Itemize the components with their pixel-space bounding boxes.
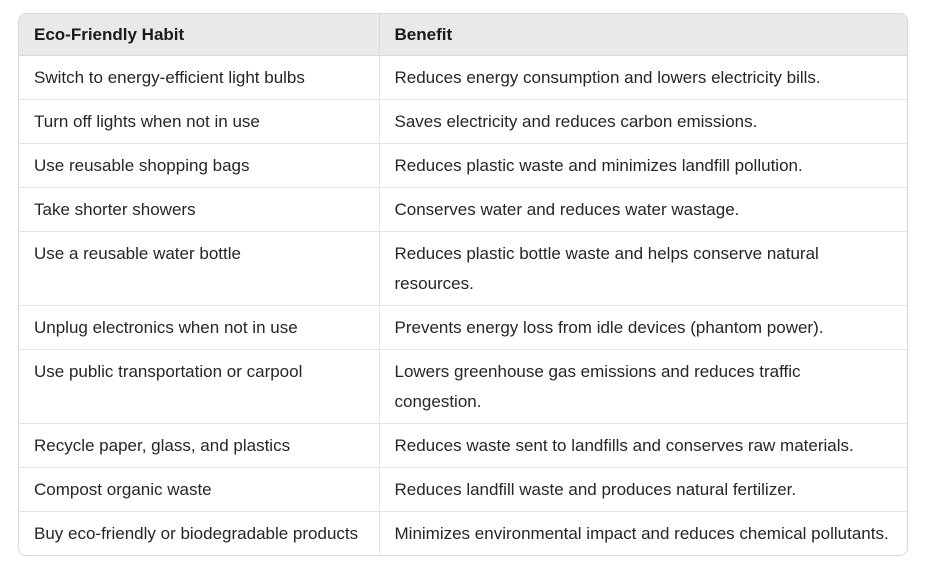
column-header-benefit: Benefit <box>378 14 907 56</box>
benefit-cell: Lowers greenhouse gas emissions and redu… <box>378 349 907 424</box>
table-row: Turn off lights when not in use Saves el… <box>19 99 907 144</box>
habit-cell: Buy eco-friendly or biodegradable produc… <box>19 511 379 555</box>
table-body: Switch to energy-efficient light bulbs R… <box>19 55 907 555</box>
table-row: Switch to energy-efficient light bulbs R… <box>19 55 907 100</box>
table-row: Use reusable shopping bags Reduces plast… <box>19 143 907 188</box>
table-row: Recycle paper, glass, and plastics Reduc… <box>19 423 907 468</box>
header-row: Eco-Friendly Habit Benefit <box>19 14 907 56</box>
benefit-cell: Reduces waste sent to landfills and cons… <box>378 423 907 468</box>
table-row: Unplug electronics when not in use Preve… <box>19 305 907 350</box>
benefit-cell: Reduces landfill waste and produces natu… <box>378 467 907 512</box>
benefit-cell: Saves electricity and reduces carbon emi… <box>378 99 907 144</box>
habit-cell: Turn off lights when not in use <box>19 99 379 144</box>
column-header-habit: Eco-Friendly Habit <box>19 14 379 56</box>
table-row: Buy eco-friendly or biodegradable produc… <box>19 511 907 555</box>
habit-cell: Use a reusable water bottle <box>19 231 379 306</box>
table-row: Use a reusable water bottle Reduces plas… <box>19 231 907 306</box>
table-row: Use public transportation or carpool Low… <box>19 349 907 424</box>
habit-cell: Unplug electronics when not in use <box>19 305 379 350</box>
benefit-cell: Prevents energy loss from idle devices (… <box>378 305 907 350</box>
habit-cell: Take shorter showers <box>19 187 379 232</box>
benefit-cell: Reduces energy consumption and lowers el… <box>378 55 907 100</box>
benefit-cell: Conserves water and reduces water wastag… <box>378 187 907 232</box>
table-header: Eco-Friendly Habit Benefit <box>19 14 907 56</box>
benefit-cell: Reduces plastic bottle waste and helps c… <box>378 231 907 306</box>
habit-cell: Recycle paper, glass, and plastics <box>19 423 379 468</box>
table-row: Take shorter showers Conserves water and… <box>19 187 907 232</box>
table-row: Compost organic waste Reduces landfill w… <box>19 467 907 512</box>
habit-cell: Use public transportation or carpool <box>19 349 379 424</box>
benefit-cell: Minimizes environmental impact and reduc… <box>378 511 907 555</box>
habits-table: Eco-Friendly Habit Benefit Switch to ene… <box>19 14 907 555</box>
benefit-cell: Reduces plastic waste and minimizes land… <box>378 143 907 188</box>
habits-table-container: Eco-Friendly Habit Benefit Switch to ene… <box>18 13 908 556</box>
habit-cell: Use reusable shopping bags <box>19 143 379 188</box>
habit-cell: Compost organic waste <box>19 467 379 512</box>
habit-cell: Switch to energy-efficient light bulbs <box>34 68 305 87</box>
